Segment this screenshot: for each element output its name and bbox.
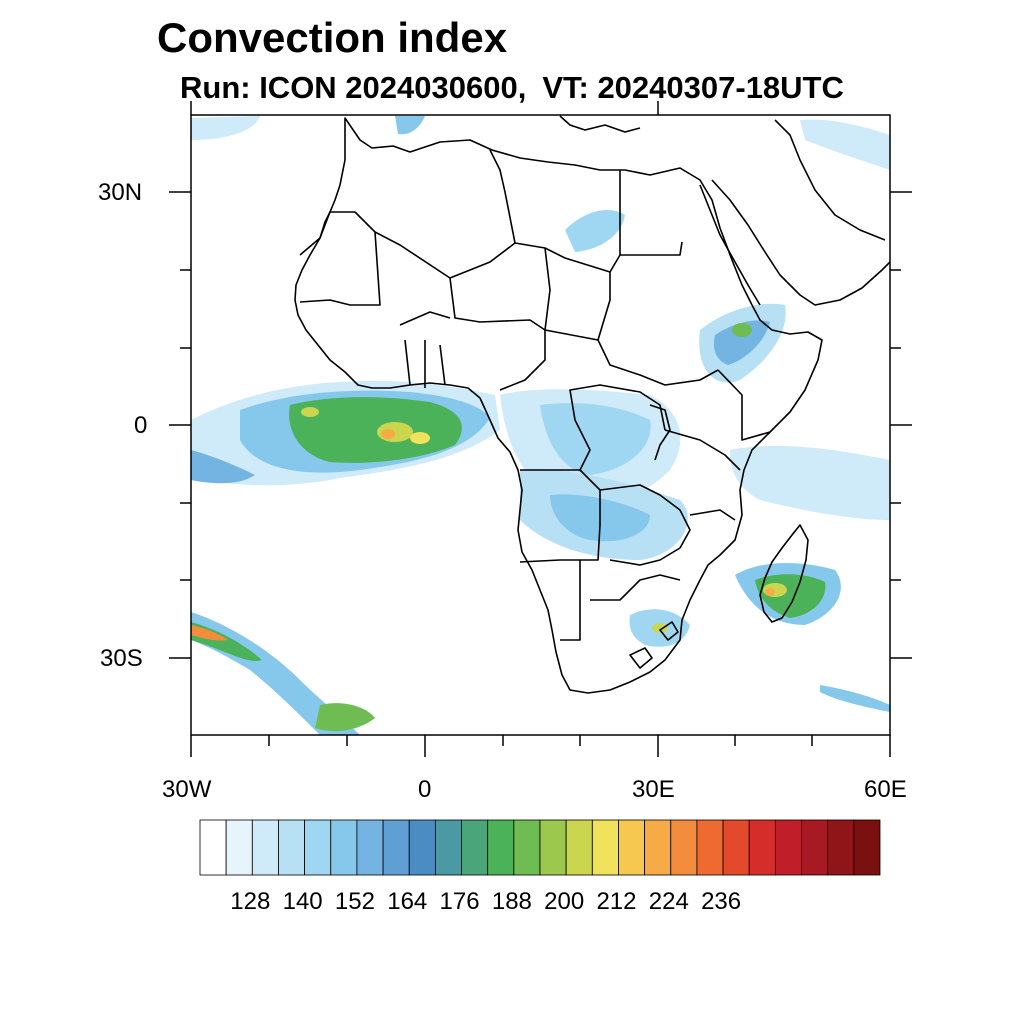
border-19 (404, 339, 446, 388)
convection-area-west-coast (191, 450, 255, 484)
border-3 (489, 149, 516, 244)
colorbar-tick-label: 212 (596, 888, 637, 915)
convection-field (191, 116, 890, 735)
convection-area-congo (540, 403, 651, 475)
lon-label-30e: 30E (632, 776, 675, 803)
convection-area-indian-ocean (729, 445, 890, 520)
colorbar-swatch-8 (408, 819, 436, 876)
chart-title: Convection index (157, 14, 508, 61)
convection-core-madagascar-2 (765, 588, 775, 596)
colorbar-swatch-23 (801, 819, 829, 876)
colorbar-swatch-25 (853, 819, 881, 876)
colorbar-swatch-3 (278, 819, 306, 876)
colorbar-tick-label: 188 (491, 888, 532, 915)
colorbar-swatch-20 (722, 819, 750, 876)
colorbar (199, 819, 881, 876)
colorbar-tick-label: 128 (230, 888, 271, 915)
border-15 (649, 404, 671, 461)
colorbar-swatch-24 (827, 819, 855, 876)
convection-area-se-band (820, 685, 890, 712)
colorbar-swatch-21 (748, 819, 776, 876)
colorbar-swatch-19 (696, 819, 724, 876)
convection-area-north-3 (800, 119, 890, 170)
colorbar-tick-label: 140 (282, 888, 323, 915)
border-1 (354, 211, 683, 279)
border-10 (599, 484, 691, 566)
colorbar-swatch-1 (225, 819, 253, 876)
convection-area-itcz-core (289, 397, 462, 463)
border-4 (597, 272, 719, 386)
lon-label-0: 0 (418, 776, 432, 803)
colorbar-tick-label: 236 (701, 888, 742, 915)
gulf-coast (774, 119, 886, 241)
border-16 (689, 509, 736, 521)
colorbar-swatch-6 (356, 819, 384, 876)
colorbar-swatch-18 (670, 819, 698, 876)
axis-ticks (169, 101, 912, 757)
border-2 (299, 231, 381, 306)
colorbar-swatch-0 (199, 819, 227, 876)
border-9 (569, 384, 666, 471)
convection-core-ethiopia (732, 323, 752, 337)
colorbar-swatch-7 (382, 819, 410, 876)
colorbar-swatch-17 (644, 819, 672, 876)
colorbar-tick-label: 200 (544, 888, 585, 915)
lon-label-60e: 60E (864, 776, 907, 803)
colorbar-swatch-5 (330, 819, 358, 876)
colorbar-tick-label: 224 (648, 888, 689, 915)
border-13 (664, 429, 741, 471)
lat-label-30n: 30N (98, 179, 143, 206)
convection-core-yellow-3 (301, 407, 319, 417)
convection-area-north-2 (395, 116, 425, 135)
border-18 (399, 311, 451, 326)
lat-label-30s: 30S (100, 645, 143, 672)
valid-time-label: VT: 20240307-18UTC (542, 70, 844, 105)
border-21 (629, 647, 653, 669)
run-label: Run: ICON 2024030600, (180, 70, 527, 105)
colorbar-swatch-4 (304, 819, 332, 876)
colorbar-swatch-9 (434, 819, 462, 876)
colorbar-swatch-13 (539, 819, 567, 876)
colorbar-swatch-15 (591, 819, 619, 876)
arabia-coastline (711, 179, 890, 306)
border-14 (717, 369, 771, 441)
colorbar-swatch-16 (618, 819, 646, 876)
convection-area-sw-band (315, 703, 375, 732)
colorbar-tick-label: 164 (387, 888, 428, 915)
red-sea-coast (699, 184, 761, 306)
colorbar-tick-label: 176 (439, 888, 480, 915)
colorbar-swatch-22 (774, 819, 802, 876)
colorbar-swatch-12 (513, 819, 541, 876)
convection-area-north-1 (191, 116, 260, 140)
med-north-coast (559, 115, 641, 133)
border-20 (659, 621, 679, 641)
lat-label-0: 0 (134, 412, 148, 439)
colorbar-tick-label: 152 (334, 888, 375, 915)
colorbar-swatch-11 (487, 819, 515, 876)
convection-core-yellow-2 (410, 432, 430, 444)
border-12 (590, 574, 681, 601)
convection-area-ethiopia-inner (713, 320, 770, 365)
border-11 (560, 560, 581, 641)
border-6 (544, 247, 599, 341)
colorbar-swatch-10 (461, 819, 489, 876)
coastlines-borders (294, 115, 890, 694)
convection-core-southern-front (191, 625, 228, 641)
convection-core-orange-1 (381, 429, 395, 439)
convection-core-south-africa (652, 623, 668, 633)
colorbar-swatch-14 (565, 819, 593, 876)
convection-area-libya (565, 210, 625, 252)
africa-coastline (294, 117, 823, 694)
border-17 (299, 211, 355, 256)
madagascar-coastline (759, 524, 809, 623)
run-info: Run: ICON 2024030600, VT: 20240307-18UTC (180, 70, 844, 106)
border-5 (449, 277, 546, 391)
colorbar-swatch-2 (251, 819, 279, 876)
lon-label-30w: 30W (162, 776, 212, 803)
